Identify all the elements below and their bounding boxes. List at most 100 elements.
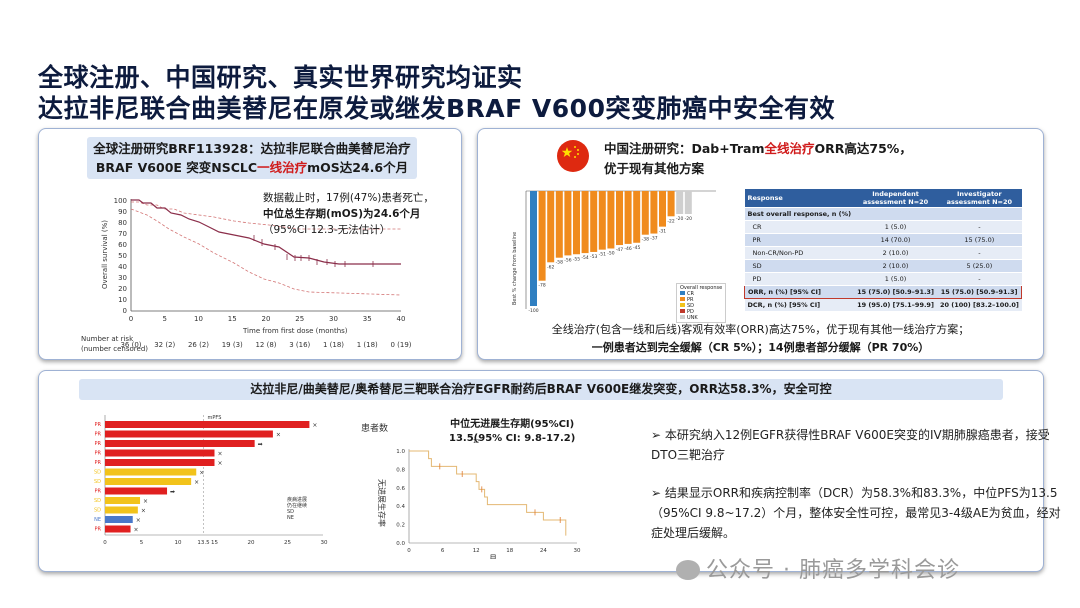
waterfall-label: -62 [547, 264, 554, 270]
km-title-text: 中位无进展生存期(95%CI) [450, 419, 575, 430]
waterfall-label: -53 [590, 254, 597, 260]
panel2-header: 中国注册研究：Dab+Tram全线治疗ORR高达75%， 优于现有其他方案 [604, 139, 912, 179]
dto-study-panel: 达拉非尼/曲美替尼/奥希替尼三靶联合治疗EGFR耐药后BRAF V600E继发突… [38, 370, 1061, 572]
panel1-header-line1: 全球注册研究BRF113928：达拉非尼联合曲美替尼治疗 [93, 141, 411, 156]
panel2-caption: 全线治疗(包含一线和后线)客观有效率(ORR)高达75%，优于现有其他一线治疗方… [478, 321, 1043, 357]
table-cell: 15 (75.0) [50.9–91.3] [854, 285, 937, 299]
swimmer-end-marker: × [134, 527, 139, 534]
os-y-tick: 60 [118, 241, 127, 249]
pfs-marker: mPFS [208, 415, 222, 421]
arrow-icon: ➢ [651, 428, 665, 442]
os-note-line1: 数据截止时，17例(47%)患者死亡， [263, 192, 434, 204]
swimmer-bar [105, 487, 168, 495]
pfs-curve [409, 450, 567, 536]
os-x-tick: 5 [163, 315, 167, 323]
swimmer-bar [105, 421, 310, 428]
table-cell: 15 (75.0) [50.9–91.3] [936, 285, 1023, 299]
swimmer-end-marker: × [141, 508, 146, 515]
os-x-label: Time from first dose (months) [242, 327, 348, 335]
waterfall-label: -20 [676, 216, 683, 222]
swimmer-bar [105, 525, 131, 533]
swimmer-bar [105, 468, 197, 476]
table-cell [854, 207, 937, 221]
swimmer-end-marker: × [194, 479, 199, 486]
swimmer-end-marker: × [312, 422, 317, 429]
swimmer-end-marker: ➡ [170, 489, 175, 496]
km-x-tick: 30 [574, 548, 581, 554]
swimmer-bar [105, 506, 138, 514]
os-y-tick: 0 [123, 307, 127, 315]
waterfall-bar [607, 191, 615, 249]
km-x-label: 月 [489, 554, 497, 559]
waterfall-label: -50 [607, 251, 614, 257]
swimmer-x-tick: 13.5 [197, 540, 210, 546]
os-km-chart: Overall survival (%) 0102030405060708090… [81, 197, 412, 353]
swimmer-bar [105, 516, 133, 523]
swimmer-legend-item: SD [287, 509, 294, 515]
waterfall-bar [555, 191, 563, 258]
table-row: PD 1 (5.0) - [744, 272, 1022, 286]
waterfall-bar [530, 191, 537, 306]
os-survival-curve [131, 199, 401, 265]
table-cell: PR [744, 233, 855, 247]
waterfall-legend: Overall response CR PR SD PD UNK [676, 283, 727, 323]
waterfall-bar [676, 191, 684, 214]
risk-label-1: Number at risk [81, 335, 134, 343]
page-title-line2: 达拉非尼联合曲美替尼在原发或继发BRAF V600突变肺癌中安全有效 [38, 94, 835, 123]
km-x-tick: 18 [506, 548, 513, 554]
bullet-1: ➢ 本研究纳入12例EGFR获得性BRAF V600E突变的IV期肺腺癌患者，接… [651, 428, 1050, 462]
waterfall-label: -31 [659, 229, 666, 235]
waterfall-bar [684, 191, 692, 214]
table-header-cell: Investigator assessment N=20 [936, 189, 1022, 208]
arrow-icon: ➢ [651, 486, 665, 500]
swimmer-label: PR [95, 489, 102, 495]
swimmer-end-marker: × [276, 432, 281, 439]
waterfall-label: -100 [528, 308, 538, 314]
china-flag-icon [557, 140, 589, 172]
table-cell: Non-CR/Non-PD [744, 246, 855, 260]
swimmer-bar [105, 449, 215, 457]
swimmer-label: PR [95, 432, 102, 438]
table-cell [936, 207, 1022, 221]
waterfall-label: -54 [581, 255, 588, 261]
swimmer-end-marker: ➡ [258, 441, 263, 448]
swimmer-end-marker: × [218, 451, 223, 458]
table-cell: 1 (5.0) [854, 220, 937, 234]
os-lower-ci [130, 208, 402, 296]
waterfall-label: -55 [573, 256, 580, 262]
caption-line1: 全线治疗(包含一线和后线)客观有效率(ORR)高达75%，优于现有其他一线治疗方… [551, 323, 970, 336]
waterfall-label: -56 [564, 257, 571, 263]
os-note: 数据截止时，17例(47%)患者死亡， 中位总生存期(mOS)为24.6个月 （… [263, 190, 434, 238]
os-x-tick: 15 [228, 315, 237, 323]
table-cell: 14 (70.0) [854, 233, 937, 247]
risk-value: 12 (8) [255, 341, 276, 349]
panel2-header-line2: 优于现有其他方案 [604, 161, 705, 176]
km-y-tick: 0.4 [396, 504, 405, 510]
swimmer-label: SD [94, 498, 101, 504]
table-cell: SD [744, 259, 855, 273]
os-y-tick: 30 [118, 274, 127, 282]
swimmer-end-marker: × [199, 470, 204, 477]
swimmer-end-marker: × [218, 460, 223, 467]
waterfall-bar [547, 191, 555, 263]
swimmer-bar [105, 459, 215, 466]
table-cell: 5 (25.0) [936, 259, 1022, 273]
km-title: 中位无进展生存期(95%CI) 13.5(95% CI: 9.8-17.2) [449, 418, 575, 446]
table-row: SD 2 (10.0) 5 (25.0) [744, 259, 1022, 273]
risk-label-2: (number censored) [81, 345, 148, 353]
km-value-text: 13.5(95% CI: 9.8-17.2) [449, 433, 576, 444]
wechat-icon [676, 560, 700, 580]
os-x-tick: 35 [363, 315, 372, 323]
swimmer-label: PR [95, 422, 102, 428]
os-x-tick: 30 [329, 315, 338, 323]
os-y-label: Overall survival (%) [101, 220, 109, 289]
km-y-tick: 0.6 [396, 486, 405, 492]
os-upper-ci [131, 201, 401, 230]
swimmer-end-marker: × [143, 498, 148, 505]
swimmer-x-tick: 15 [211, 540, 218, 546]
km-y-tick: 0.8 [396, 467, 405, 473]
risk-value: 32 (2) [154, 341, 175, 349]
table-row: Best overall response, n (%) [744, 207, 1022, 221]
swimmer-bar [105, 497, 141, 504]
